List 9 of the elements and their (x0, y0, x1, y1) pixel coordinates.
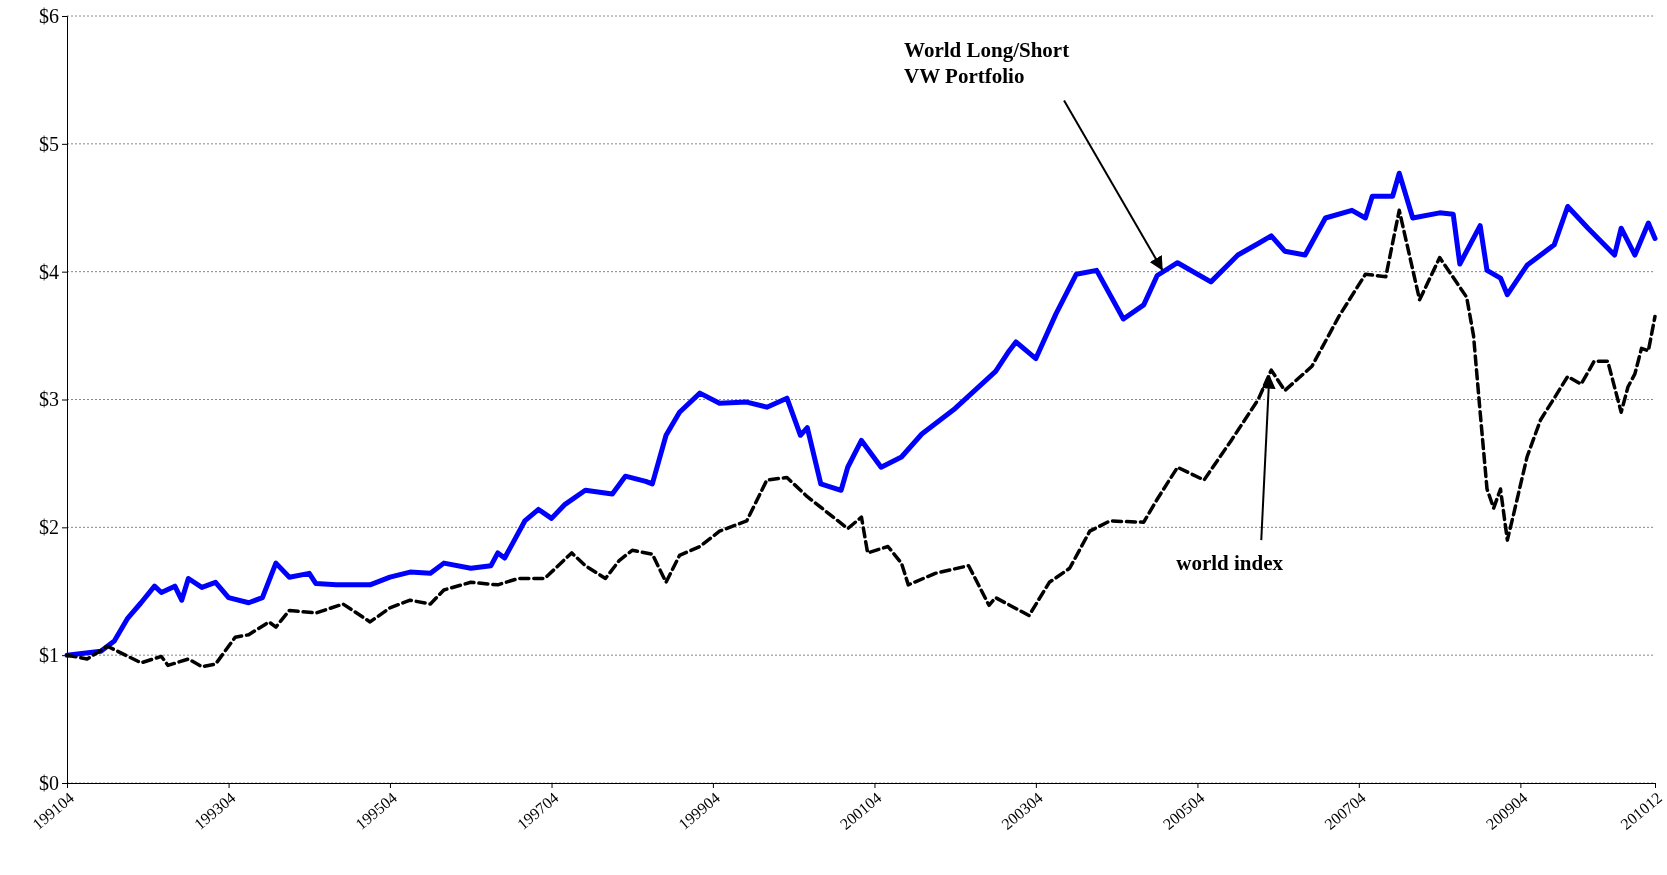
y-tick-label: $4 (39, 260, 59, 283)
y-tick-label: $2 (39, 516, 59, 539)
y-tick-label: $5 (39, 132, 59, 155)
y-tick-label: $1 (39, 644, 59, 667)
annotation: World Long/Short VW Portfolio (904, 37, 1070, 88)
y-tick-label: $3 (39, 388, 59, 411)
annotation: world index (1176, 551, 1284, 576)
y-tick-label: $0 (39, 771, 59, 794)
y-tick-label: $6 (39, 4, 59, 27)
